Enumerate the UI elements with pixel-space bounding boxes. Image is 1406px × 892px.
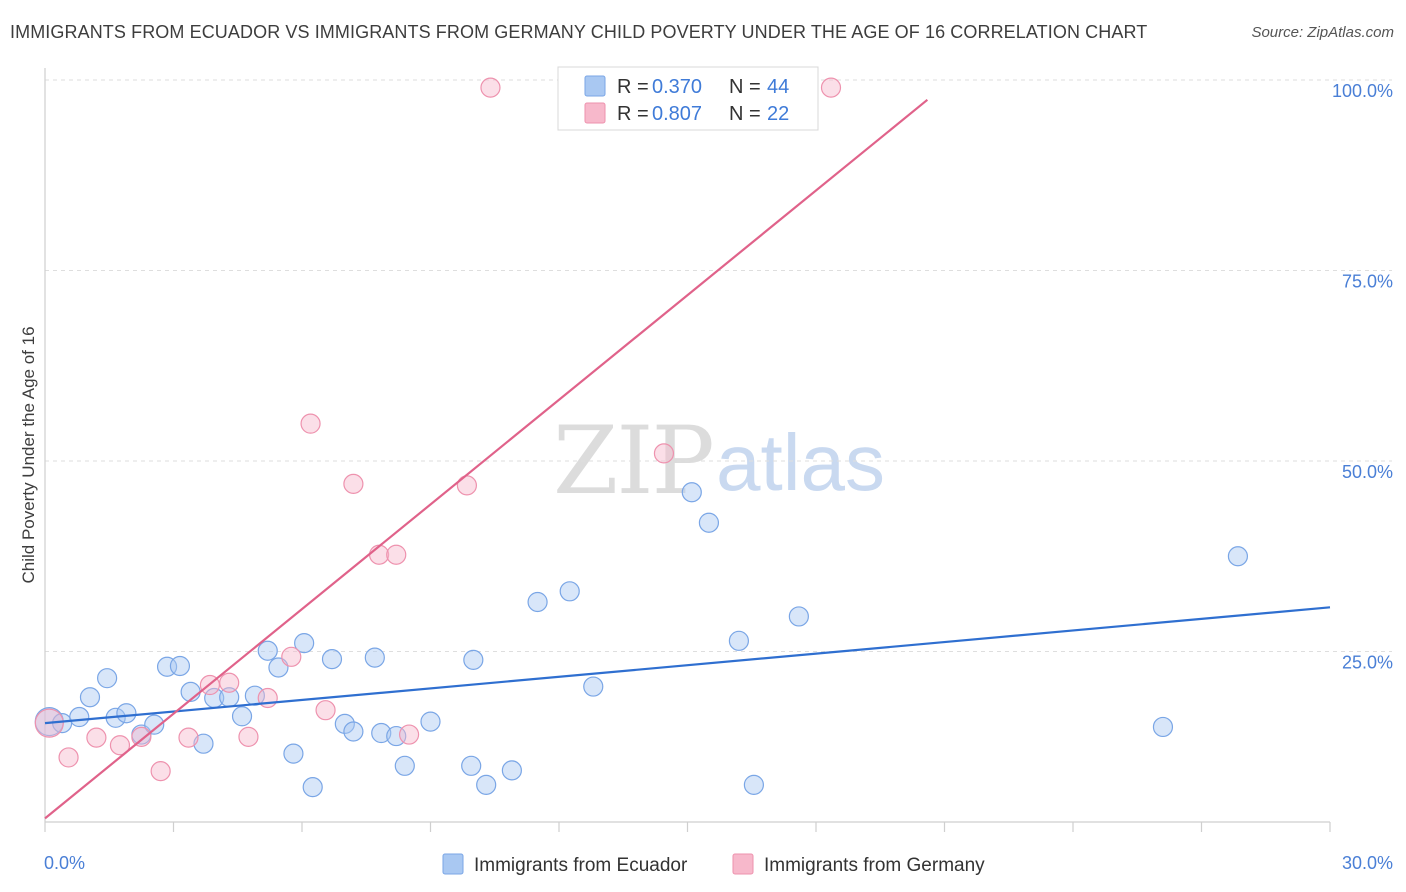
series-ecuador-points (34, 482, 1249, 798)
ecuador-point (343, 721, 364, 742)
ecuador-point (743, 774, 764, 795)
y-tick-label-75: 75.0% (1342, 272, 1393, 292)
legend-n-value-ecuador: 44 (767, 76, 789, 98)
y-axis-label: Child Poverty Under the Age of 16 (19, 326, 38, 583)
bottom-legend-label-ecuador: Immigrants from Ecuador (474, 855, 688, 876)
y-tick-label-50: 50.0% (1342, 462, 1393, 482)
ecuador-point (501, 760, 522, 781)
legend-swatch-germany (584, 102, 606, 124)
ecuador-point (698, 512, 720, 533)
ecuador-point (97, 668, 118, 689)
source-label: Source: ZipAtlas.com (1251, 24, 1394, 41)
germany-point (131, 726, 152, 747)
legend-r-label-ecuador: R = (617, 76, 649, 98)
germany-point (480, 77, 501, 98)
ecuador-point (1152, 716, 1174, 738)
ecuador-point (583, 676, 604, 697)
germany-point (178, 727, 199, 748)
ecuador-point (294, 633, 315, 654)
ecuador-point (681, 482, 702, 503)
correlation-legend: R = 0.370 N = 44 R = 0.807 N = 22 (557, 66, 819, 131)
ecuador-trend-line (44, 606, 1331, 725)
germany-point (386, 544, 407, 565)
ecuador-point (527, 591, 548, 613)
x-tick-label-max: 30.0% (1342, 853, 1393, 873)
germany-point (150, 761, 171, 782)
ecuador-point (144, 714, 165, 735)
ecuador-point (321, 649, 343, 670)
legend-n-value-germany: 22 (767, 103, 789, 125)
legend-n-label-germany: N = (729, 103, 761, 125)
ecuador-point (371, 722, 392, 744)
germany-point (58, 747, 79, 768)
axes (44, 68, 1331, 832)
germany-point (343, 473, 364, 494)
ecuador-point (728, 630, 750, 651)
germany-trend-line (44, 98, 929, 820)
germany-point (456, 475, 478, 496)
germany-point (109, 735, 131, 756)
grid-lines (45, 79, 1392, 652)
ecuador-point (79, 687, 101, 708)
ecuador-point (788, 606, 809, 627)
y-tick-labels: 25.0% 50.0% 75.0% 100.0% (1332, 81, 1393, 673)
x-tick-label-min: 0.0% (44, 853, 85, 873)
legend-r-value-germany: 0.807 (652, 103, 702, 125)
legend-swatch-ecuador (584, 75, 606, 97)
trend-lines (44, 98, 1331, 820)
ecuador-point (386, 725, 407, 747)
ecuador-point (169, 655, 191, 677)
germany-point (315, 700, 336, 721)
germany-point (238, 726, 259, 747)
ecuador-point (476, 774, 497, 795)
legend-r-value-ecuador: 0.370 (652, 76, 702, 98)
watermark-atlas: atlas (716, 418, 885, 507)
legend-r-label-germany: R = (617, 103, 649, 125)
germany-point (300, 413, 321, 434)
ecuador-point (116, 703, 137, 724)
ecuador-point (193, 733, 214, 754)
bottom-legend-swatch-ecuador (442, 853, 464, 875)
ecuador-point (559, 581, 580, 602)
ecuador-point (461, 755, 482, 776)
series-germany-points (34, 77, 842, 782)
bottom-legend-swatch-germany (732, 853, 754, 875)
germany-point (369, 544, 390, 565)
bottom-legend-label-germany: Immigrants from Germany (764, 855, 985, 876)
ecuador-point (334, 713, 355, 734)
germany-point (820, 77, 842, 98)
y-tick-label-100: 100.0% (1332, 81, 1393, 101)
ecuador-point (394, 755, 415, 776)
ecuador-point (302, 777, 323, 798)
ecuador-point (69, 706, 90, 728)
ecuador-point (463, 649, 484, 670)
series-legend: Immigrants from Ecuador Immigrants from … (442, 853, 985, 876)
ecuador-point (1227, 546, 1249, 567)
ecuador-point (283, 743, 304, 764)
germany-point (219, 672, 240, 693)
germany-point (653, 443, 675, 464)
ecuador-point (257, 640, 278, 661)
chart-title: IMMIGRANTS FROM ECUADOR VS IMMIGRANTS FR… (10, 22, 1148, 42)
y-tick-label-25: 25.0% (1342, 653, 1393, 673)
ecuador-point (420, 711, 441, 732)
ecuador-point (364, 647, 385, 668)
germany-point (281, 646, 302, 667)
germany-point (86, 727, 107, 748)
ecuador-point (231, 706, 253, 727)
legend-n-label-ecuador: N = (729, 76, 761, 98)
germany-point (398, 724, 420, 745)
